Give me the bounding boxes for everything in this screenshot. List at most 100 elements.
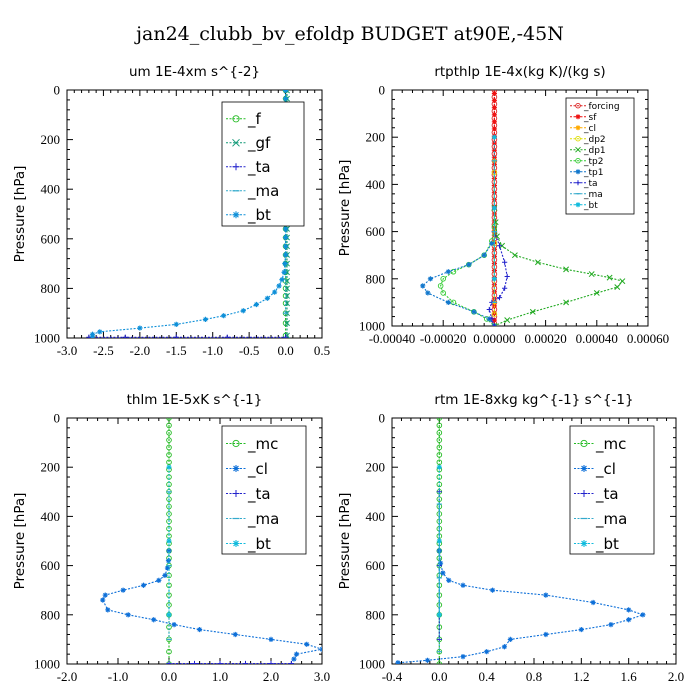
y-tick-label: 600 — [41, 231, 61, 246]
data-point — [436, 452, 443, 458]
data-point — [164, 565, 171, 571]
y-tick-label: 200 — [366, 460, 386, 475]
y-tick-label: 0 — [54, 411, 61, 426]
data-point — [156, 577, 162, 583]
data-point — [427, 276, 433, 282]
y-tick-label: 1000 — [34, 331, 60, 346]
legend-marker — [232, 540, 240, 547]
x-tick-label: 1.6 — [621, 669, 638, 684]
y-tick-label: 200 — [41, 132, 61, 147]
panels-group: um 1E-4xm s^{-2} Pressure [hPa] -3.0 -2.5 -2… — [12, 64, 684, 684]
data-point — [614, 284, 621, 291]
legend-label: _mc — [595, 435, 626, 454]
legend-marker — [575, 202, 581, 208]
data-point — [282, 320, 289, 326]
data-point — [529, 308, 536, 315]
data-point — [491, 317, 497, 323]
data-point — [282, 90, 289, 94]
data-point — [436, 661, 443, 664]
x-tick-label: 0.0 — [161, 669, 177, 684]
x-tick-label: 0.5 — [314, 343, 330, 358]
legend-label: _mc — [247, 435, 278, 454]
data-point — [593, 290, 600, 296]
data-point — [491, 140, 497, 146]
data-point — [165, 558, 172, 564]
data-point — [511, 252, 518, 259]
panel-1: um 1E-4xm s^{-2} Pressure [hPa] -3.0 -2.5 -2… — [12, 64, 330, 358]
data-point — [440, 570, 446, 576]
data-point — [626, 607, 632, 613]
data-point — [242, 660, 249, 664]
data-point — [440, 276, 446, 282]
x-tick-label: 0.4 — [479, 669, 496, 684]
legend-marker — [575, 169, 581, 175]
y-tick-label: 600 — [366, 558, 386, 573]
legend-marker — [575, 180, 581, 186]
series-dp1 — [491, 205, 626, 326]
x-tick-label: -0.00040 — [369, 331, 416, 346]
series-line — [397, 550, 645, 664]
legend-marker — [232, 115, 240, 123]
data-point — [491, 126, 497, 132]
data-point — [563, 266, 570, 273]
y-tick-label: 400 — [366, 509, 386, 524]
data-point — [264, 295, 270, 301]
legend-label: _forcing — [583, 102, 620, 112]
x-tick-label: -1.0 — [202, 343, 223, 358]
series-line — [421, 243, 495, 326]
data-point — [232, 631, 238, 638]
figure-title: jan24_clubb_bv_efoldp BUDGET at90E,-45N — [134, 23, 564, 45]
y-tick-label: 400 — [366, 177, 386, 192]
data-point — [166, 422, 172, 429]
y-axis-label: Pressure [hPa] — [12, 493, 28, 590]
x-tick-label: 0.0 — [277, 343, 293, 358]
data-point — [471, 309, 477, 315]
data-point — [501, 644, 508, 650]
series-ta — [86, 334, 289, 338]
data-point — [494, 233, 500, 240]
panel-4: rtm 1E-8xkg kg^{-1} s^{-1} Pressure [hPa]… — [337, 392, 684, 684]
data-point — [578, 626, 584, 633]
data-point — [140, 582, 147, 588]
series-line — [493, 207, 624, 326]
data-point — [491, 112, 497, 118]
data-point — [319, 646, 322, 652]
data-point — [137, 325, 143, 331]
data-point — [166, 612, 172, 618]
panel-title: rtm 1E-8xkg kg^{-1} s^{-1} — [434, 392, 633, 408]
series-ma — [491, 160, 497, 303]
legend-marker — [575, 146, 581, 153]
data-point — [502, 259, 508, 265]
x-tick-label: 1.0 — [212, 669, 228, 684]
data-point — [166, 444, 172, 451]
series-ta — [166, 660, 294, 664]
data-point — [619, 278, 626, 285]
data-point — [489, 587, 496, 593]
data-point — [491, 154, 497, 160]
data-point — [425, 290, 431, 296]
legend-label: _tp1 — [583, 168, 603, 178]
legend: _mc _cl _ta _ma _bt — [569, 425, 655, 555]
data-point — [291, 656, 297, 662]
panel-title: rtpthlp 1E-4x(kg K)/(kg s) — [434, 64, 605, 80]
data-point — [240, 308, 246, 314]
y-tick-label: 400 — [41, 182, 61, 197]
panel-2: rtpthlp 1E-4x(kg K)/(kg s) Pressure [hPa]… — [337, 64, 669, 346]
legend-marker — [580, 465, 588, 472]
legend-label: _ma — [247, 510, 279, 529]
y-tick-label: 1000 — [34, 657, 60, 672]
data-point — [288, 660, 294, 664]
legend-marker — [580, 439, 588, 448]
y-tick-label: 800 — [366, 271, 386, 286]
x-tick-label: 2.0 — [668, 669, 684, 684]
series-bt — [491, 134, 497, 282]
legend-label: _cl — [247, 460, 268, 479]
y-axis-label: Pressure [hPa] — [12, 166, 28, 263]
legend-marker — [232, 163, 240, 171]
legend-label: _ta — [247, 485, 271, 504]
data-point — [491, 205, 497, 211]
y-tick-label: 1000 — [359, 657, 385, 672]
data-point — [486, 306, 492, 313]
data-point — [504, 273, 510, 280]
data-point — [120, 587, 126, 593]
